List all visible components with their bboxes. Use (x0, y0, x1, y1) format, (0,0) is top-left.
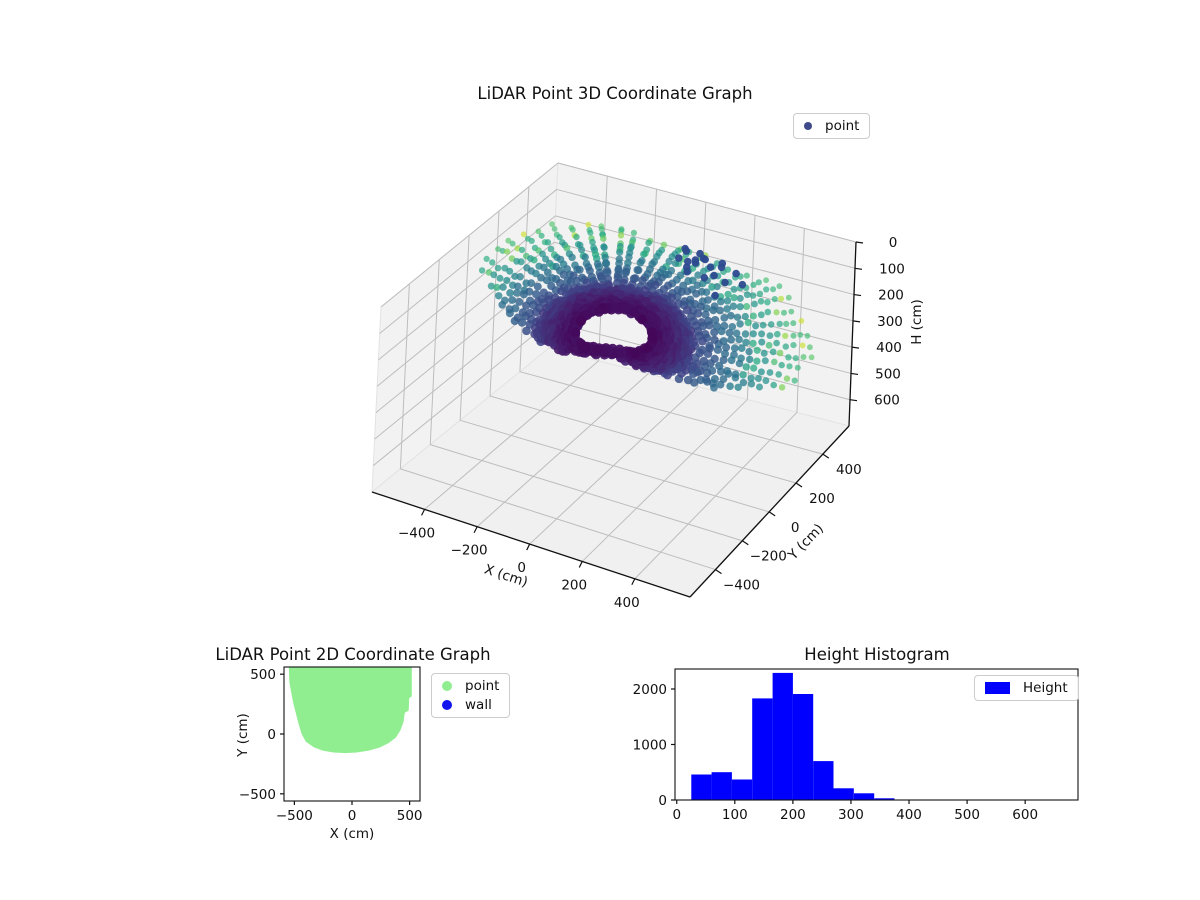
point-region-2d (288, 667, 412, 754)
hist-bar (813, 761, 834, 800)
svg-text:−400: −400 (398, 525, 435, 541)
svg-text:400: 400 (614, 595, 640, 611)
point-marker-icon (804, 122, 812, 130)
svg-text:1000: 1000 (633, 737, 667, 753)
svg-text:400: 400 (876, 340, 902, 356)
legend-item-point2d: point (442, 678, 499, 694)
legend-label: Height (1023, 680, 1068, 696)
hist-bar (711, 772, 732, 800)
hist-bar (731, 779, 753, 800)
hist-bar (874, 798, 895, 800)
legend-item-point3d: point (804, 118, 859, 134)
svg-text:0: 0 (658, 793, 667, 809)
svg-text:400: 400 (896, 807, 922, 823)
svg-text:0: 0 (791, 520, 800, 536)
legend-label: point (465, 678, 500, 694)
svg-text:−200: −200 (451, 543, 488, 559)
plot2d-yaxis-label: Y (cm) (235, 713, 251, 757)
svg-text:500: 500 (250, 667, 276, 683)
svg-text:400: 400 (836, 462, 862, 478)
svg-text:200: 200 (809, 491, 835, 507)
wall-marker-icon (442, 700, 452, 710)
svg-text:300: 300 (877, 314, 903, 330)
svg-text:500: 500 (875, 366, 901, 382)
histogram-title: Height Histogram (804, 645, 950, 664)
svg-text:500: 500 (397, 808, 423, 824)
svg-text:0: 0 (517, 560, 526, 576)
height-patch-icon (985, 682, 1010, 694)
svg-text:200: 200 (780, 807, 806, 823)
svg-text:−400: −400 (723, 578, 760, 594)
svg-text:−500: −500 (239, 787, 276, 803)
svg-text:500: 500 (954, 807, 980, 823)
hist-bar (691, 774, 712, 800)
svg-text:600: 600 (874, 393, 900, 409)
legend-item-wall: wall (442, 697, 499, 713)
plot3d-legend: point (793, 113, 871, 139)
svg-text:0: 0 (672, 807, 681, 823)
plot2d-xaxis-label: X (cm) (329, 826, 375, 842)
hist-bar (833, 788, 854, 800)
svg-text:0: 0 (889, 235, 898, 251)
legend-label: point (825, 118, 860, 134)
svg-text:100: 100 (879, 261, 905, 277)
hist-bar (792, 694, 814, 800)
hist-bar (752, 698, 773, 800)
svg-text:300: 300 (838, 807, 864, 823)
svg-text:2000: 2000 (633, 682, 667, 698)
point-cloud-3d (478, 221, 815, 392)
svg-text:600: 600 (1012, 807, 1038, 823)
plot3d-zaxis-label: H (cm) (909, 299, 925, 345)
hist-bar (853, 793, 875, 800)
hist-bar (772, 672, 793, 800)
histogram-legend: Height (974, 675, 1079, 701)
plot3d-title: LiDAR Point 3D Coordinate Graph (477, 84, 753, 103)
legend-item-height: Height (985, 680, 1068, 696)
svg-text:0: 0 (348, 808, 357, 824)
svg-text:−500: −500 (276, 808, 313, 824)
plot2d-title: LiDAR Point 2D Coordinate Graph (215, 645, 491, 664)
svg-text:100: 100 (722, 807, 748, 823)
point-marker-icon (442, 681, 452, 691)
svg-text:200: 200 (878, 288, 904, 304)
legend-label: wall (465, 697, 492, 713)
svg-text:200: 200 (561, 577, 587, 593)
svg-text:−200: −200 (750, 549, 787, 565)
plot2d-legend: point wall (431, 673, 511, 718)
svg-text:0: 0 (267, 727, 276, 743)
